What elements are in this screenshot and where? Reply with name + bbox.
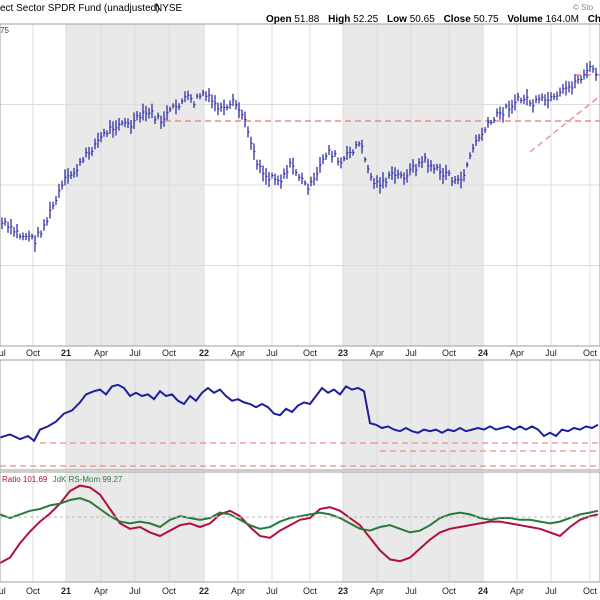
x-tick-label: Oct (303, 586, 318, 596)
x-tick-label: 23 (338, 348, 348, 358)
support-lines (0, 74, 600, 467)
x-tick-label: Jul (545, 586, 557, 596)
year-shade-band (343, 360, 483, 470)
x-tick-label: Apr (231, 586, 245, 596)
x-tick-label: Jul (405, 348, 417, 358)
close-label: Close (443, 14, 471, 25)
x-tick-label: Oct (303, 348, 318, 358)
chart-header: ect Sector SPDR Fund (unadjusted) NYSE ©… (0, 0, 600, 25)
watermark: © Sto (573, 3, 594, 12)
x-tick-label: Oct (162, 348, 177, 358)
x-tick-label: Oct (442, 586, 457, 596)
gridlines (0, 24, 600, 582)
price-ohlc-series (1, 60, 598, 252)
open-value: 51.88 (294, 14, 320, 25)
x-tick-label: Apr (94, 348, 108, 358)
x-tick-label: Jul (545, 348, 557, 358)
x-tick-label: Oct (583, 586, 598, 596)
high-value: 52.25 (353, 14, 379, 25)
x-tick-label: Apr (510, 348, 524, 358)
x-tick-label: Oct (583, 348, 598, 358)
x-tick-label: 23 (338, 586, 348, 596)
high-label: High (328, 14, 351, 25)
x-tick-label: 24 (478, 348, 488, 358)
ratio-legend: Ratio 101.69 (2, 475, 48, 484)
low-value: 50.65 (409, 14, 435, 25)
ohlc-stats: Open 51.88 High 52.25 Low 50.65 Close 50… (266, 14, 600, 25)
rs-momentum-line (0, 497, 599, 534)
price-panel-border (0, 23, 600, 347)
x-axis-labels-price: Jul Oct 21 Apr Jul Oct 22 Apr Jul Oct 23 Apr Jul Oct 2… (0, 348, 597, 358)
x-tick-label: Oct (26, 586, 41, 596)
chg-label: Chg (587, 14, 600, 25)
x-tick-label: Apr (370, 586, 384, 596)
x-tick-label: Apr (510, 586, 524, 596)
x-tick-label: Oct (162, 586, 177, 596)
x-tick-label: Oct (442, 348, 457, 358)
exchange-label: NYSE (155, 3, 183, 14)
x-axis-labels-bottom: Jul Oct 21 Apr Jul Oct 22 Apr Jul Oct 23 Apr Jul Oct 2… (0, 586, 597, 596)
x-tick-label: Jul (405, 586, 417, 596)
relative-strength-line (0, 383, 599, 443)
oscillator-legend: Ratio 101.69 JdK RS-Mom 99.27 (2, 475, 122, 484)
x-tick-label: Jul (129, 348, 141, 358)
rs-ratio-line (0, 484, 599, 564)
volume-label: Volume (507, 14, 543, 25)
x-tick-label: Jul (0, 348, 6, 358)
x-tick-label: Apr (231, 348, 245, 358)
x-tick-label: 24 (478, 586, 488, 596)
close-value: 50.75 (473, 14, 499, 25)
x-tick-label: Jul (266, 586, 278, 596)
rsmom-legend: JdK RS-Mom 99.27 (52, 475, 123, 484)
oscillator-panel-border (0, 471, 600, 583)
low-label: Low (386, 14, 407, 25)
chart-title: ect Sector SPDR Fund (unadjusted) (0, 3, 160, 14)
x-tick-label: Jul (129, 586, 141, 596)
rs-panel-border (0, 359, 600, 471)
price-tick-fragment: 75 (0, 26, 9, 35)
x-tick-label: Jul (266, 348, 278, 358)
price-trendline (529, 95, 600, 153)
x-tick-label: 21 (61, 586, 71, 596)
x-tick-label: Oct (26, 348, 41, 358)
x-tick-label: Jul (0, 586, 6, 596)
x-tick-label: 22 (199, 586, 209, 596)
open-label: Open (266, 14, 292, 25)
x-tick-label: Apr (94, 586, 108, 596)
volume-value: 164.0M (545, 14, 579, 25)
x-tick-label: Apr (370, 348, 384, 358)
x-tick-label: 22 (199, 348, 209, 358)
x-tick-label: 21 (61, 348, 71, 358)
